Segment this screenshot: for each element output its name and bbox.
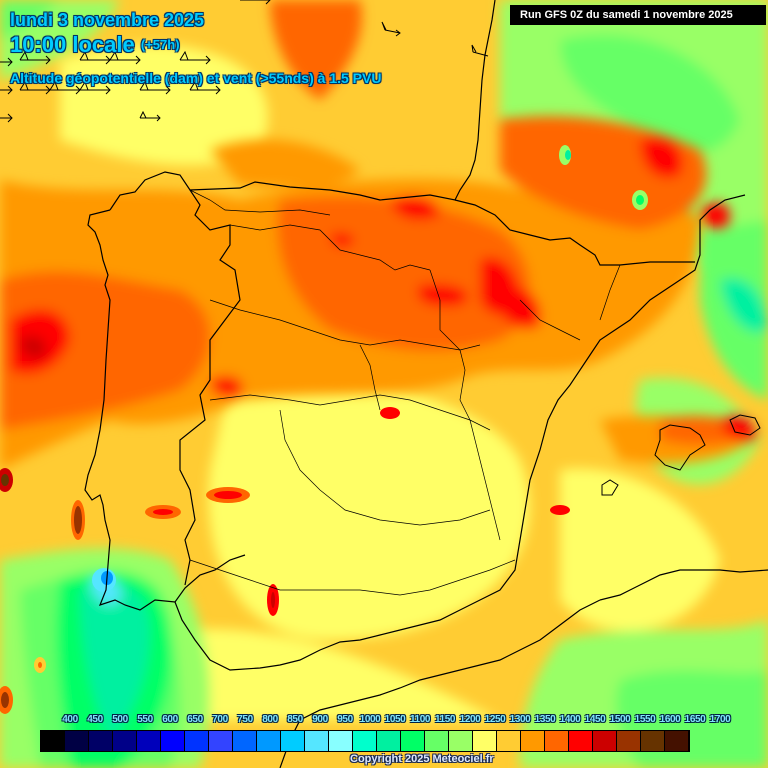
- wind-barb-icon: [0, 113, 13, 123]
- wind-barb-icon: [139, 80, 171, 95]
- wind-barb-icon: [381, 21, 401, 37]
- colorbar-swatch: [593, 731, 617, 751]
- coastline-south: [174, 194, 746, 671]
- colorbar-swatch: [305, 731, 329, 751]
- colorbar-label: 1450: [584, 714, 606, 725]
- colorbar-label: 400: [62, 714, 78, 725]
- coastline-west: [84, 209, 246, 611]
- model-run-label: Run GFS 0Z du samedi 1 novembre 2025: [510, 5, 766, 25]
- wind-barb-icon: [79, 80, 111, 95]
- colorbar-label: 800: [262, 714, 278, 725]
- forecast-date: lundi 3 novembre 2025: [10, 10, 205, 30]
- morocco-coast: [279, 599, 601, 768]
- colorbar-label: 1000: [359, 714, 381, 725]
- colorbar-label: 1300: [509, 714, 531, 725]
- colorbar-label: 1650: [684, 714, 706, 725]
- colorbar-swatch: [425, 731, 449, 751]
- colorbar-swatch: [185, 731, 209, 751]
- colorbar-label: 750: [237, 714, 253, 725]
- wind-barb-icon: [19, 50, 51, 65]
- colorbar-label: 1600: [659, 714, 681, 725]
- colorbar-swatch: [401, 731, 425, 751]
- colorbar-swatch: [569, 731, 593, 751]
- colorbar-swatch: [233, 731, 257, 751]
- africa-coast-east: [599, 569, 768, 601]
- colorbar-label: 1500: [609, 714, 631, 725]
- wind-barbs: [0, 0, 489, 123]
- colorbar-label: 700: [212, 714, 228, 725]
- colorbar-label: 1400: [559, 714, 581, 725]
- colorbar-swatch: [473, 731, 497, 751]
- colorbar-swatch: [353, 731, 377, 751]
- colorbar-label: 900: [312, 714, 328, 725]
- colorbar-label: 1250: [484, 714, 506, 725]
- colorbar-labels: 400 450 500 550 600 650 700 750 800 850 900 950 1000…: [40, 714, 730, 728]
- colorbar-swatch: [137, 731, 161, 751]
- wind-barb-icon: [240, 0, 271, 5]
- colorbar-swatch: [89, 731, 113, 751]
- wind-barb-icon: [179, 50, 211, 65]
- colorbar-swatch: [617, 731, 641, 751]
- colorbar-swatch: [329, 731, 353, 751]
- height-field-warm: [0, 0, 760, 470]
- colorbar-swatch: [41, 731, 65, 751]
- colorbar-label: 1050: [384, 714, 406, 725]
- wind-barb-icon: [0, 85, 13, 95]
- forecast-time: 10:00 locale (+57h): [10, 32, 180, 58]
- colorbar-swatch: [497, 731, 521, 751]
- colorbar-swatch: [161, 731, 185, 751]
- colorbar-label: 650: [187, 714, 203, 725]
- colorbar-label: 1200: [459, 714, 481, 725]
- wind-barb-icon: [139, 110, 161, 122]
- colorbar-label: 1100: [409, 714, 431, 725]
- height-field-spots: [0, 145, 648, 714]
- wind-barb-icon: [189, 80, 221, 95]
- colorbar-label: 500: [112, 714, 128, 725]
- colorbar-swatch: [377, 731, 401, 751]
- colorbar-swatch: [665, 731, 689, 751]
- colorbar-swatch: [521, 731, 545, 751]
- colorbar-label: 950: [337, 714, 353, 725]
- colorbar-swatch: [65, 731, 89, 751]
- coastline-north: [109, 0, 496, 211]
- colorbar-label: 600: [162, 714, 178, 725]
- borders: [84, 0, 768, 768]
- balearic-islands: [601, 414, 761, 496]
- forecast-time-value: 10:00 locale: [10, 32, 135, 57]
- colorbar-label: 1150: [434, 714, 456, 725]
- portugal-spain-border: [179, 189, 241, 586]
- wind-barb-icon: [109, 50, 141, 65]
- france-spain-border: [454, 199, 695, 266]
- region-borders: [189, 189, 621, 596]
- wind-barb-icon: [471, 44, 489, 57]
- map-description: Altitude géopotentielle (dam) et vent (>…: [10, 70, 382, 86]
- wind-barb-icon: [0, 57, 13, 67]
- colorbar-label: 550: [137, 714, 153, 725]
- colorbar-swatch: [545, 731, 569, 751]
- colorbar-swatch: [209, 731, 233, 751]
- colorbar: [40, 730, 690, 752]
- colorbar-label: 1350: [534, 714, 556, 725]
- colorbar-swatch: [113, 731, 137, 751]
- colorbar-label: 450: [87, 714, 103, 725]
- colorbar-swatch: [449, 731, 473, 751]
- colorbar-swatch: [641, 731, 665, 751]
- colorbar-label: 850: [287, 714, 303, 725]
- colorbar-label: 1550: [634, 714, 656, 725]
- forecast-lead-time: (+57h): [140, 37, 180, 52]
- colorbar-swatch: [281, 731, 305, 751]
- copyright: Copyright 2025 Meteociel.fr: [350, 753, 494, 765]
- colorbar-swatch: [257, 731, 281, 751]
- colorbar-label: 1700: [709, 714, 731, 725]
